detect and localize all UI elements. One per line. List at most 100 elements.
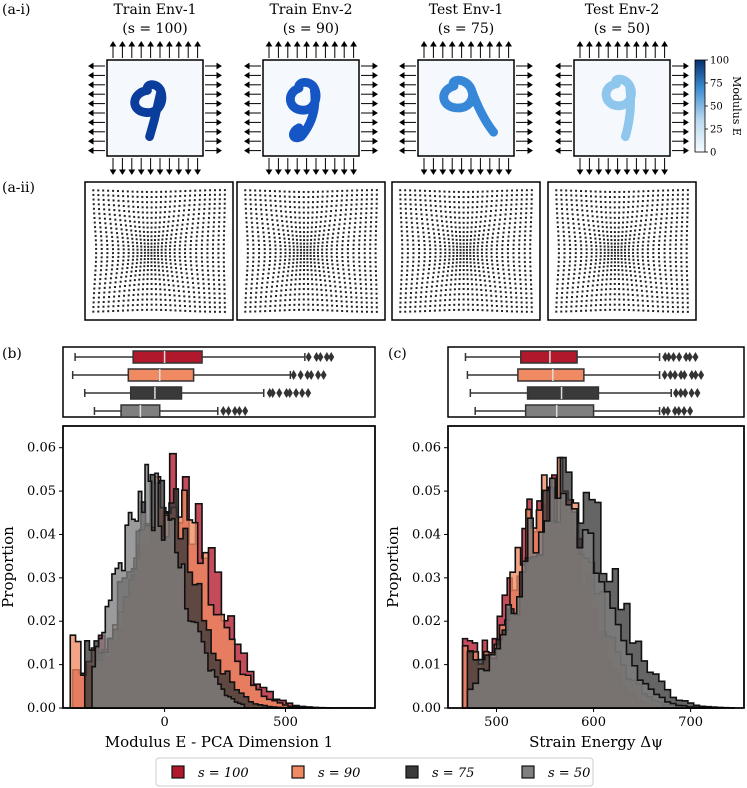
mesh-dot	[448, 251, 451, 254]
mesh-dot	[448, 190, 451, 193]
mesh-dot	[261, 217, 264, 220]
mesh-dot	[680, 247, 683, 250]
mesh-dot	[529, 243, 532, 246]
mesh-dot	[157, 251, 160, 254]
mesh-dot	[128, 289, 131, 292]
mesh-dot	[284, 248, 287, 251]
mesh-dot	[579, 259, 582, 262]
mesh-dot	[310, 269, 313, 272]
mesh-dot	[644, 223, 647, 226]
mesh-dot	[325, 289, 328, 292]
mesh-dot	[631, 215, 634, 218]
mesh-dot	[590, 205, 593, 208]
mesh-dot	[93, 292, 96, 295]
mesh-dot	[645, 285, 648, 288]
mesh-dot	[102, 194, 105, 197]
mesh-dot	[298, 206, 301, 209]
mesh-dot	[339, 290, 342, 293]
mesh-dot	[637, 304, 640, 307]
mesh-dot	[347, 260, 350, 263]
mesh-dot	[161, 265, 164, 268]
mesh-dot	[217, 256, 220, 259]
mesh-dot	[567, 282, 570, 285]
mesh-dot	[157, 254, 160, 257]
mesh-dot	[323, 225, 326, 228]
mesh-dot	[577, 218, 580, 221]
mesh-dot	[467, 201, 470, 204]
mesh-dot	[302, 293, 305, 296]
mesh-dot	[636, 255, 639, 258]
mesh-dot	[196, 273, 199, 276]
mesh-dot	[169, 262, 172, 265]
mesh-dot	[416, 226, 419, 229]
mesh-dot	[150, 239, 153, 242]
mesh-dot	[613, 269, 616, 272]
mesh-dot	[324, 220, 327, 223]
mesh-dot	[306, 242, 309, 245]
mesh-dot	[159, 288, 162, 291]
arrowhead	[372, 147, 378, 155]
mesh-dot	[609, 303, 612, 306]
mesh-dot	[676, 301, 679, 304]
mesh-dot	[150, 206, 153, 209]
mesh-dot	[414, 310, 417, 313]
mesh-dot	[369, 261, 372, 264]
mesh-dot	[530, 310, 533, 313]
mesh-dot	[632, 258, 635, 261]
mesh-dot	[358, 230, 361, 233]
mesh-dot	[348, 277, 351, 280]
mesh-dot	[218, 306, 221, 309]
mesh-dot	[105, 239, 108, 242]
mesh-dot	[293, 206, 296, 209]
mesh-dot	[187, 290, 190, 293]
mesh-dot	[307, 288, 310, 291]
mesh-dot	[369, 252, 372, 255]
boxplot-outlier	[694, 388, 701, 398]
mesh-dot	[346, 189, 349, 192]
mesh-dot	[160, 190, 163, 193]
mesh-dot	[669, 234, 672, 237]
mesh-dot	[659, 226, 662, 229]
mesh-dot	[448, 195, 451, 198]
mesh-dot	[258, 252, 261, 255]
mesh-dot	[476, 248, 479, 251]
mesh-dot	[143, 251, 146, 254]
mesh-dot	[331, 190, 334, 193]
mesh-dot	[441, 275, 444, 278]
mesh-dot	[458, 298, 461, 301]
boxplot-box	[127, 368, 195, 382]
digit-nine-shape	[130, 80, 167, 142]
mesh-dot	[585, 294, 588, 297]
boxplot-outlier	[670, 352, 677, 362]
mesh-dot	[669, 243, 672, 246]
mesh-dot	[103, 291, 106, 294]
mesh-dot	[628, 262, 631, 265]
mesh-dot	[665, 287, 668, 290]
boxplot-box	[517, 368, 585, 382]
mesh-dot	[279, 200, 282, 203]
mesh-dot	[660, 213, 663, 216]
mesh-dot	[399, 301, 402, 304]
mesh-dot	[295, 238, 298, 241]
mesh-dot	[666, 198, 669, 201]
mesh-dot	[266, 223, 269, 226]
arrowhead	[216, 128, 222, 136]
mesh-dot	[158, 273, 161, 276]
arrowhead	[284, 41, 292, 47]
mesh-dot	[159, 303, 162, 306]
mesh-dot	[579, 240, 582, 243]
mesh-dot	[345, 203, 348, 206]
mesh-dot	[211, 256, 214, 259]
mesh-dot	[375, 207, 378, 210]
mesh-dot	[150, 221, 153, 224]
mesh-dot	[160, 245, 163, 248]
mesh-dot	[107, 194, 110, 197]
mesh-dot	[681, 193, 684, 196]
mesh-dot	[602, 269, 605, 272]
mesh-dot	[561, 291, 564, 294]
mesh-dot	[245, 287, 248, 290]
mesh-dot	[292, 251, 295, 254]
mesh-dot	[609, 211, 612, 214]
boxplot-outlier	[678, 370, 685, 380]
mesh-dot	[212, 230, 215, 233]
